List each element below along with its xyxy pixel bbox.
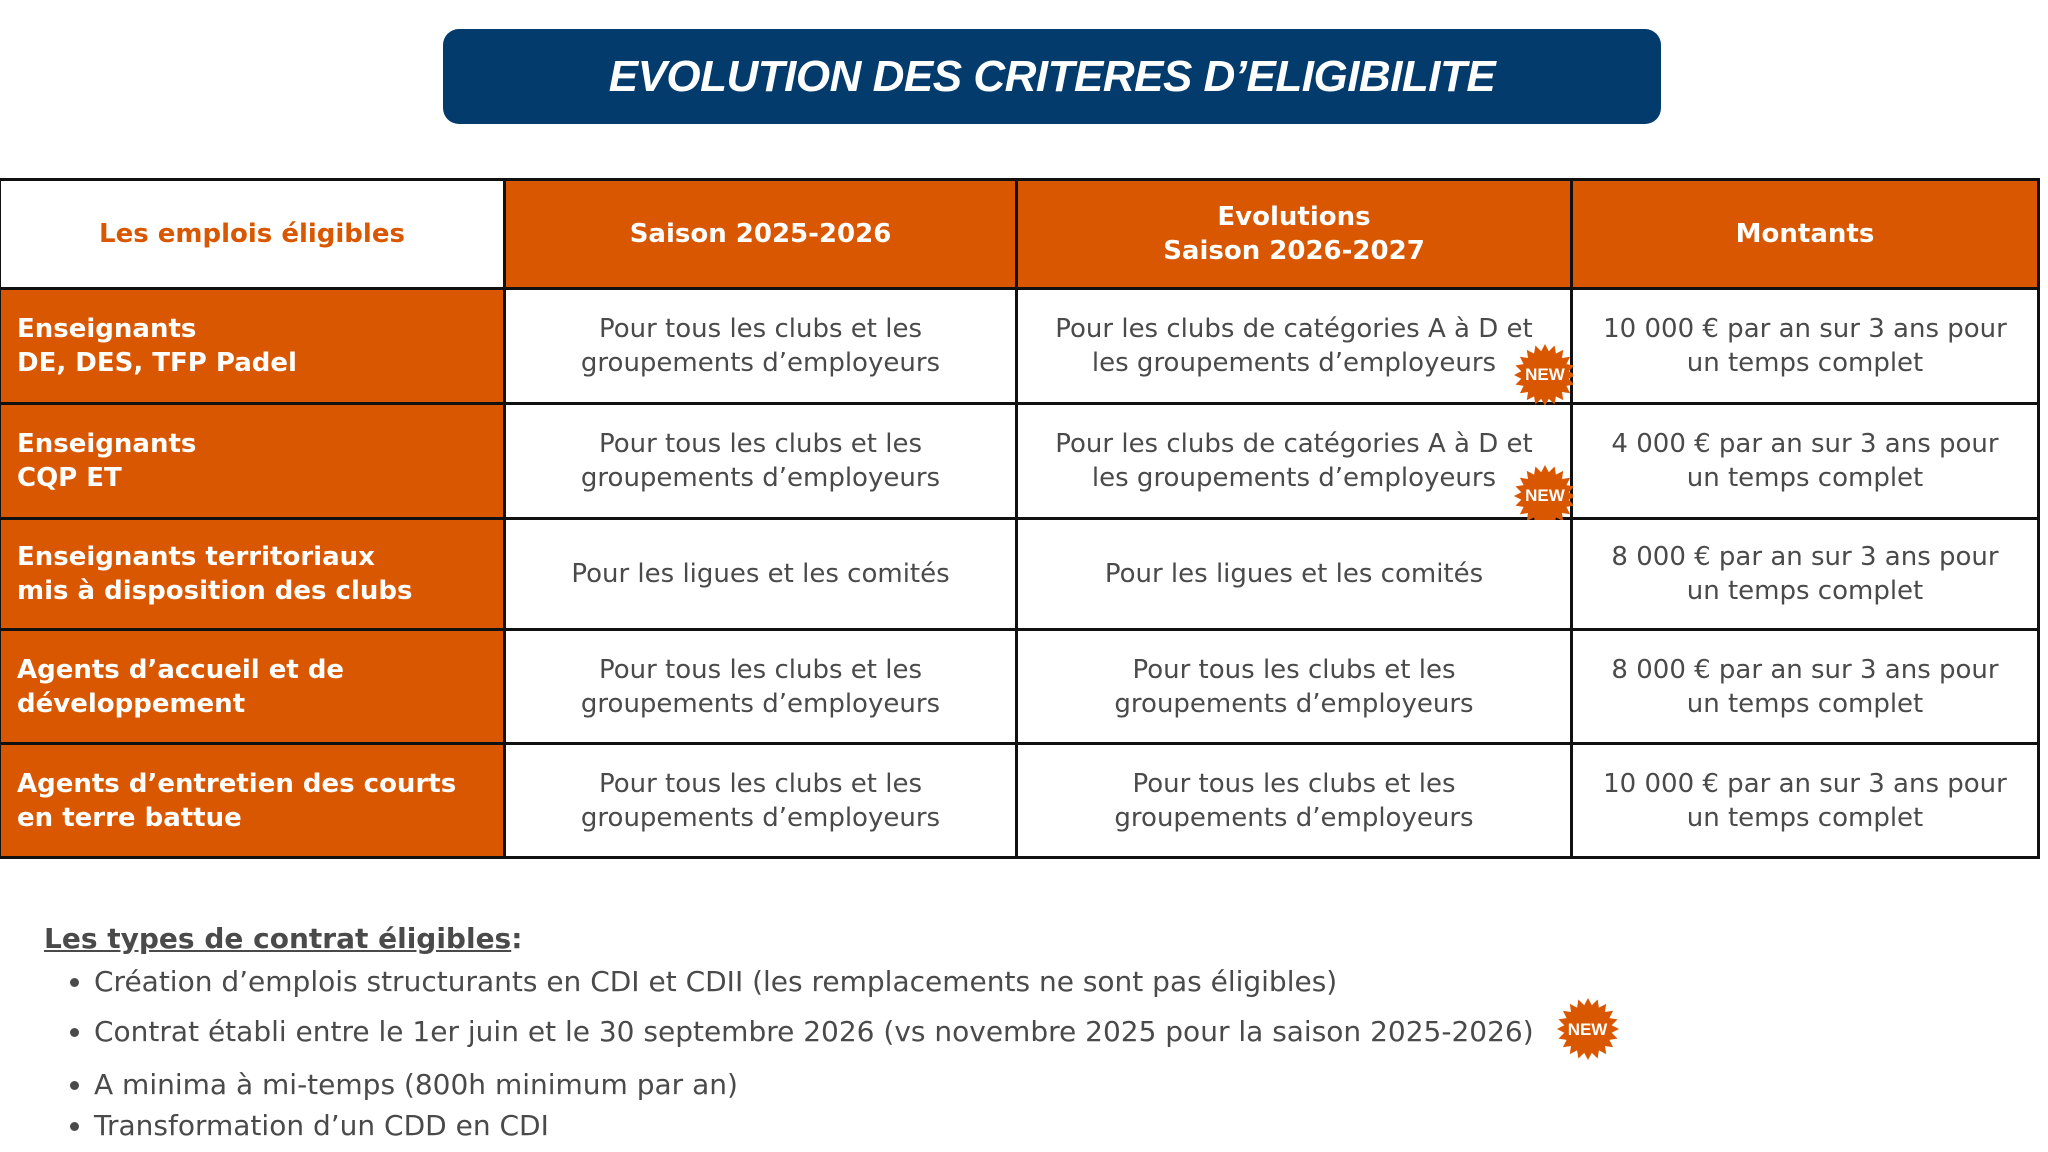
table-header-row: Les emplois éligibles Saison 2025-2026 E… — [0, 178, 2040, 290]
amount-cell: 4 000 € par an sur 3 ans pour un temps co… — [1570, 402, 2040, 520]
job-cell: Enseignants territoriaux mis à dispositio… — [0, 517, 506, 631]
amount-cell: 10 000 € par an sur 3 ans pour un temps c… — [1570, 742, 2040, 859]
amount-line1: 8 000 € par an sur 3 ans pour — [1611, 654, 1999, 685]
job-line2: mis à disposition des clubs — [17, 576, 413, 606]
contract-types-section: Les types de contrat éligibles : Créatio… — [44, 922, 1619, 1146]
current-line2: groupements d’employeurs — [580, 463, 941, 493]
job-line1: Enseignants — [17, 429, 197, 459]
table-row: Enseignants CQP ET Pour tous les clubs et… — [0, 402, 2040, 527]
next-line1: Pour tous les clubs et les — [1132, 768, 1456, 799]
contract-types-heading: Les types de contrat éligibles : — [44, 922, 1619, 955]
next-line1: Pour les clubs de catégories A à D et — [1055, 429, 1533, 459]
amount-line1: 8 000 € par an sur 3 ans pour — [1611, 542, 1999, 572]
starburst-icon — [1514, 344, 1576, 406]
new-badge-label: NEW — [1525, 365, 1565, 384]
contract-types-list: Création d’emplois structurants en CDI e… — [44, 961, 1619, 1146]
current-cell: Pour tous les clubs et les groupements d’… — [503, 742, 1018, 859]
starburst-icon — [1514, 465, 1576, 527]
contract-types-colon: : — [511, 922, 523, 955]
next-line2: groupements d’employeurs — [1114, 688, 1474, 719]
starburst-icon — [1556, 998, 1619, 1060]
job-cell: Enseignants DE, DES, TFP Padel — [0, 287, 506, 405]
next-cell: Pour tous les clubs et les groupements d’… — [1015, 742, 1573, 859]
next-cell: Pour les clubs de catégories A à D et les… — [1015, 402, 1576, 527]
amount-cell: 8 000 € par an sur 3 ans pour un temps co… — [1570, 517, 2040, 631]
amount-cell: 10 000 € par an sur 3 ans pour un temps c… — [1570, 287, 2040, 405]
list-item: A minima à mi-temps (800h minimum par an… — [94, 1064, 1619, 1105]
job-line2: développement — [17, 688, 246, 719]
new-badge: NEW — [1556, 998, 1619, 1060]
current-line1: Pour tous les clubs et les — [598, 654, 923, 685]
job-line1: Agents d’entretien des courts — [17, 768, 457, 799]
current-line1: Pour tous les clubs et les — [598, 429, 923, 459]
next-cell: Pour les ligues et les comités — [1015, 517, 1573, 631]
current-cell: Pour tous les clubs et les groupements d’… — [503, 287, 1018, 405]
next-line2: groupements d’employeurs — [1114, 802, 1474, 833]
contract-types-title: Les types de contrat éligibles — [44, 922, 512, 955]
next-line2: les groupements d’employeurs — [1091, 463, 1497, 493]
table-row: Enseignants territoriaux mis à dispositio… — [0, 517, 2040, 631]
list-item: Contrat établi entre le 1er juin et le 3… — [94, 998, 1619, 1064]
title-banner: EVOLUTION DES CRITERES D’ELIGIBILITE — [443, 29, 1661, 124]
list-item: Transformation d’un CDD en CDI — [94, 1105, 1619, 1146]
table-row: Agents d’accueil et de développement Pour… — [0, 628, 2040, 745]
current-line1: Pour les ligues et les comités — [571, 559, 950, 589]
job-cell: Enseignants CQP ET — [0, 402, 506, 520]
list-item: Création d’emplois structurants en CDI e… — [94, 961, 1619, 1002]
current-line1: Pour tous les clubs et les — [598, 314, 923, 344]
job-cell: Agents d’entretien des courts en terre ba… — [0, 742, 506, 859]
next-line2: les groupements d’employeurs — [1091, 348, 1497, 378]
header-evolutions-line1: Evolutions — [1217, 202, 1371, 232]
header-amounts: Montants — [1570, 178, 2040, 290]
amount-line1: 10 000 € par an sur 3 ans pour — [1603, 768, 2007, 799]
current-line2: groupements d’employeurs — [580, 688, 941, 719]
amount-line2: un temps complet — [1686, 348, 1924, 378]
header-evolutions: Evolutions Saison 2026-2027 — [1015, 178, 1573, 290]
new-badge: NEW — [1514, 465, 1576, 527]
job-cell: Agents d’accueil et de développement — [0, 628, 506, 745]
amount-cell: 8 000 € par an sur 3 ans pour un temps co… — [1570, 628, 2040, 745]
job-line2: CQP ET — [17, 463, 122, 493]
table-row: Agents d’entretien des courts en terre ba… — [0, 742, 2040, 859]
amount-line2: un temps complet — [1686, 463, 1924, 493]
new-badge-label: NEW — [1567, 1019, 1608, 1039]
new-badge-label: NEW — [1525, 486, 1565, 505]
amount-line2: un temps complet — [1686, 802, 1924, 833]
current-cell: Pour tous les clubs et les groupements d’… — [503, 628, 1018, 745]
current-cell: Pour les ligues et les comités — [503, 517, 1018, 631]
next-cell: Pour les clubs de catégories A à D et les… — [1015, 287, 1576, 406]
page-title: EVOLUTION DES CRITERES D’ELIGIBILITE — [608, 51, 1496, 101]
current-line2: groupements d’employeurs — [580, 802, 941, 833]
amount-line2: un temps complet — [1686, 576, 1924, 606]
list-item-text: Contrat établi entre le 1er juin et le 3… — [94, 1015, 1534, 1048]
amount-line1: 10 000 € par an sur 3 ans pour — [1603, 314, 2007, 344]
job-line1: Enseignants territoriaux — [17, 542, 375, 572]
header-jobs: Les emplois éligibles — [0, 178, 506, 290]
table-row: Enseignants DE, DES, TFP Padel Pour tous … — [0, 287, 2040, 406]
job-line2: en terre battue — [17, 802, 242, 833]
current-line2: groupements d’employeurs — [580, 348, 941, 378]
next-cell: Pour tous les clubs et les groupements d’… — [1015, 628, 1573, 745]
next-line1: Pour les clubs de catégories A à D et — [1055, 314, 1533, 344]
header-evolutions-line2: Saison 2026-2027 — [1163, 236, 1425, 266]
current-cell: Pour tous les clubs et les groupements d’… — [503, 402, 1018, 520]
next-line1: Pour tous les clubs et les — [1132, 654, 1456, 685]
amount-line2: un temps complet — [1686, 688, 1924, 719]
current-line1: Pour tous les clubs et les — [598, 768, 923, 799]
job-line2: DE, DES, TFP Padel — [17, 348, 297, 378]
header-season-2025: Saison 2025-2026 — [503, 178, 1018, 290]
eligibility-table: Les emplois éligibles Saison 2025-2026 E… — [0, 178, 2040, 859]
job-line1: Agents d’accueil et de — [17, 654, 345, 685]
next-line1: Pour les ligues et les comités — [1104, 559, 1484, 589]
new-badge: NEW — [1514, 344, 1576, 406]
job-line1: Enseignants — [17, 314, 197, 344]
amount-line1: 4 000 € par an sur 3 ans pour — [1611, 429, 1999, 459]
